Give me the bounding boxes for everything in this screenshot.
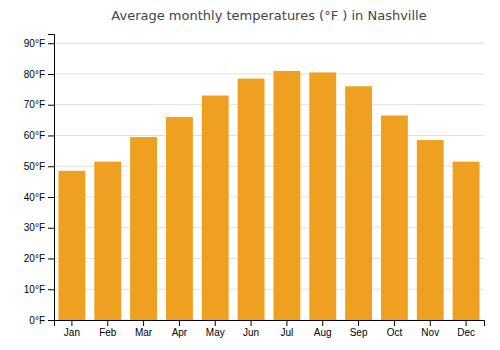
bar (309, 72, 336, 320)
grid-line (54, 43, 484, 44)
tick-mark (143, 320, 144, 326)
tick-mark (430, 320, 431, 326)
tick-mark (107, 320, 108, 326)
tick-mark (71, 320, 72, 326)
tick-mark (48, 74, 54, 75)
bar (453, 162, 480, 320)
grid-line (54, 73, 484, 74)
axis-line (48, 35, 55, 321)
y-tick: 70°F (24, 99, 54, 110)
bar (238, 79, 265, 320)
bar (202, 96, 229, 320)
tick-label: 50°F (24, 161, 45, 172)
tick-mark (286, 320, 287, 326)
tick-label: Dec (457, 327, 475, 338)
tick-mark (48, 43, 54, 44)
x-tick: Aug (314, 320, 332, 338)
tick-mark (48, 166, 54, 167)
y-tick: 60°F (24, 130, 54, 141)
y-tick: 0°F (29, 315, 54, 326)
x-tick: Oct (387, 320, 403, 338)
bar (166, 117, 193, 320)
tick-label: 0°F (29, 315, 45, 326)
tick-label: 30°F (24, 222, 45, 233)
tick-label: Jul (281, 327, 294, 338)
x-tick: Feb (99, 320, 117, 338)
tick-label: Jan (64, 327, 80, 338)
grid-line (54, 135, 484, 136)
tick-label: 70°F (24, 99, 45, 110)
y-tick: 10°F (24, 284, 54, 295)
x-tick: Sep (350, 320, 368, 338)
tick-mark (48, 320, 54, 321)
bar (94, 162, 121, 320)
y-tick: 50°F (24, 161, 54, 172)
x-tick: Dec (457, 320, 475, 338)
tick-mark (251, 320, 252, 326)
bar (273, 71, 300, 320)
x-tick: Nov (421, 320, 439, 338)
tick-label: Sep (350, 327, 368, 338)
grid-line (54, 104, 484, 105)
tick-mark (48, 135, 54, 136)
y-axis: 0°F 10°F 20°F 30°F 40°F 50°F 60°F 70°F 80°F 90°F (24, 35, 55, 326)
tick-label: Jun (243, 327, 259, 338)
x-tick: Jun (243, 320, 259, 338)
grid (54, 43, 484, 320)
y-tick: 80°F (24, 69, 54, 80)
x-tick: May (206, 320, 225, 338)
tick-mark (394, 320, 395, 326)
tick-label: 60°F (24, 130, 45, 141)
bar (381, 115, 408, 320)
title: Average monthly temperatures (°F ) in Na… (111, 8, 426, 23)
tick-mark (48, 289, 54, 290)
y-tick: 30°F (24, 222, 54, 233)
tick-mark (466, 320, 467, 326)
tick-mark (48, 258, 54, 259)
tick-label: Mar (135, 327, 153, 338)
y-tick: 20°F (24, 253, 54, 264)
tick-label: 80°F (24, 69, 45, 80)
tick-mark (179, 320, 180, 326)
x-tick: Jan (64, 320, 80, 338)
bar (345, 86, 372, 320)
tick-label: Nov (421, 327, 439, 338)
tick-mark (48, 105, 54, 106)
tick-mark (48, 228, 54, 229)
y-tick: 40°F (24, 192, 54, 203)
tick-label: 90°F (24, 38, 45, 49)
tick-label: 10°F (24, 284, 45, 295)
tick-mark (322, 320, 323, 326)
tick-label: Feb (99, 327, 117, 338)
y-tick: 90°F (24, 38, 54, 49)
bar (130, 137, 157, 320)
tick-label: May (206, 327, 225, 338)
x-axis: Jan Feb Mar Apr May Jun Jul Aug Sep Oct Nov Dec (55, 320, 485, 338)
bar (58, 171, 85, 320)
x-tick: Mar (135, 320, 153, 338)
bar (417, 140, 444, 320)
tick-mark (215, 320, 216, 326)
chart-container: Average monthly temperatures (°F ) in Na… (0, 0, 500, 350)
chart: Average monthly temperatures (°F ) in Na… (0, 0, 500, 350)
x-tick: Jul (281, 320, 294, 338)
tick-label: 20°F (24, 253, 45, 264)
x-tick: Apr (172, 320, 188, 338)
tick-label: Apr (172, 327, 188, 338)
tick-label: Oct (387, 327, 403, 338)
tick-label: 40°F (24, 192, 45, 203)
axis-line (55, 321, 485, 327)
tick-mark (358, 320, 359, 326)
tick-mark (48, 197, 54, 198)
tick-label: Aug (314, 327, 332, 338)
plot-area (58, 71, 479, 320)
